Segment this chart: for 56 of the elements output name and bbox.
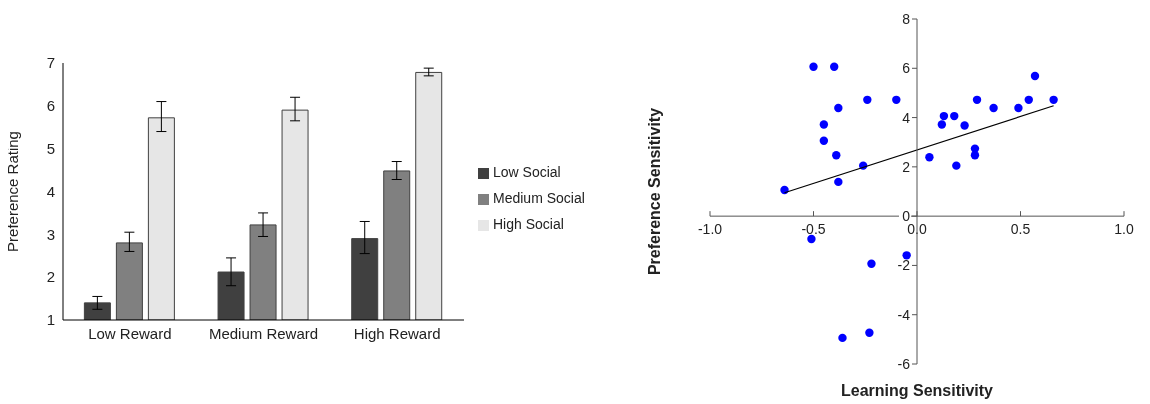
y-tick-label: 5 bbox=[46, 139, 55, 157]
y-tick-label: -2 bbox=[897, 257, 911, 274]
point bbox=[960, 121, 969, 130]
y-axis-title: Preference Rating bbox=[4, 131, 22, 252]
point bbox=[865, 328, 874, 337]
point bbox=[972, 95, 982, 105]
point bbox=[1014, 103, 1023, 113]
legend-label: Medium Social bbox=[493, 190, 585, 206]
y-tick-label: 4 bbox=[902, 109, 911, 126]
point bbox=[830, 62, 839, 72]
point bbox=[807, 234, 816, 244]
point bbox=[834, 177, 843, 187]
point bbox=[1049, 95, 1058, 105]
point bbox=[952, 161, 961, 170]
point bbox=[970, 151, 980, 160]
point bbox=[867, 259, 876, 268]
legend-label: High Social bbox=[493, 216, 564, 232]
x-tick-label: Low Reward bbox=[88, 324, 172, 342]
y-axis-title: Preference Sensitivity bbox=[645, 107, 663, 276]
point bbox=[780, 185, 789, 195]
x-tick-label: -0.5 bbox=[801, 221, 826, 238]
y-tick-label: 3 bbox=[46, 225, 55, 243]
point bbox=[863, 95, 872, 105]
x-tick-label: Medium Reward bbox=[208, 324, 319, 342]
point bbox=[937, 120, 947, 129]
point bbox=[939, 111, 949, 121]
x-tick-label: High Reward bbox=[353, 324, 441, 342]
y-tick-label: 8 bbox=[902, 11, 911, 27]
point bbox=[989, 103, 998, 113]
legend-label: Low Social bbox=[493, 164, 561, 180]
y-tick-label: 4 bbox=[46, 182, 55, 200]
point bbox=[834, 103, 843, 113]
x-tick-label: -1.0 bbox=[697, 221, 723, 238]
x-tick-label: 1.0 bbox=[1114, 221, 1134, 238]
y-tick-label: 7 bbox=[46, 54, 55, 72]
point bbox=[902, 251, 911, 260]
point bbox=[838, 333, 847, 343]
x-tick-label: 0.5 bbox=[1010, 221, 1031, 238]
y-tick-label: -6 bbox=[897, 356, 911, 372]
point bbox=[832, 151, 841, 160]
y-tick-label: 0 bbox=[902, 208, 911, 225]
point bbox=[1024, 95, 1033, 105]
y-tick-label: 2 bbox=[902, 158, 911, 175]
point bbox=[809, 62, 818, 72]
y-tick-label: -4 bbox=[897, 306, 911, 323]
point bbox=[925, 153, 934, 162]
y-tick-label: 2 bbox=[46, 268, 55, 286]
point bbox=[950, 111, 959, 121]
y-tick-label: 6 bbox=[46, 97, 55, 115]
x-axis-title: Learning Sensitivity bbox=[840, 382, 994, 399]
y-tick-label: 1 bbox=[46, 311, 55, 329]
point bbox=[892, 95, 901, 105]
point bbox=[1030, 71, 1040, 81]
point bbox=[819, 136, 829, 145]
point bbox=[819, 120, 829, 129]
y-tick-label: 6 bbox=[902, 60, 911, 77]
